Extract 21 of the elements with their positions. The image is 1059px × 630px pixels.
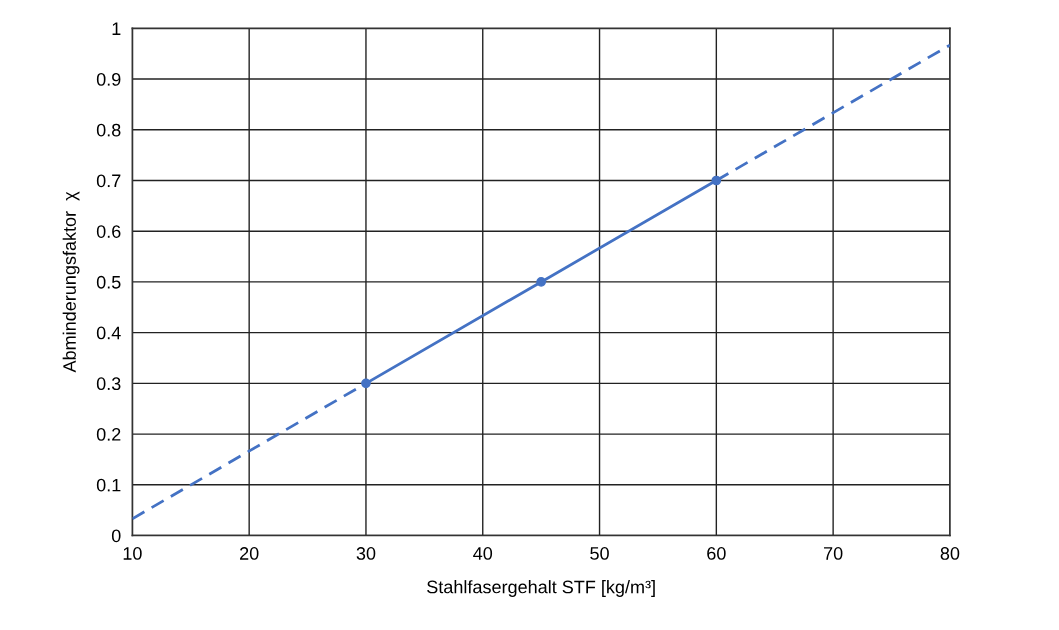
y-tick-label: 0.2 bbox=[96, 428, 121, 441]
x-tick-label: 10 bbox=[123, 547, 142, 560]
y-tick-label: 0.6 bbox=[96, 225, 121, 238]
x-tick-label: 70 bbox=[824, 547, 843, 560]
y-tick-label: 0.1 bbox=[96, 478, 121, 492]
y-tick-label: 0.8 bbox=[96, 123, 121, 137]
x-tick-label: 80 bbox=[940, 547, 960, 560]
y-axis-title: Abminderungsfaktor χ bbox=[62, 191, 80, 373]
x-tick-label: 20 bbox=[240, 547, 259, 560]
x-axis-title: Stahlfasergehalt STF [kg/m³] bbox=[427, 580, 655, 597]
y-tick-label: 1 bbox=[112, 22, 121, 35]
x-tick-label: 30 bbox=[356, 547, 376, 560]
y-tick-label: 0.5 bbox=[96, 275, 121, 289]
x-tick-label: 60 bbox=[707, 547, 726, 560]
x-tick-label: 50 bbox=[590, 547, 609, 560]
y-tick-label: 0.7 bbox=[96, 174, 121, 188]
y-tick-label: 0 bbox=[111, 529, 121, 543]
x-tick-label: 40 bbox=[473, 547, 493, 560]
y-tick-label: 0.3 bbox=[96, 377, 121, 391]
y-tick-label: 0.9 bbox=[96, 73, 121, 86]
y-tick-label: 0.4 bbox=[96, 326, 121, 340]
